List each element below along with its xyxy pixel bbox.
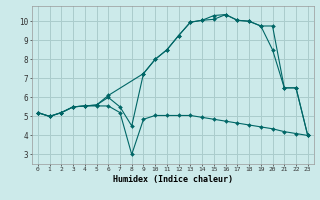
X-axis label: Humidex (Indice chaleur): Humidex (Indice chaleur)	[113, 175, 233, 184]
